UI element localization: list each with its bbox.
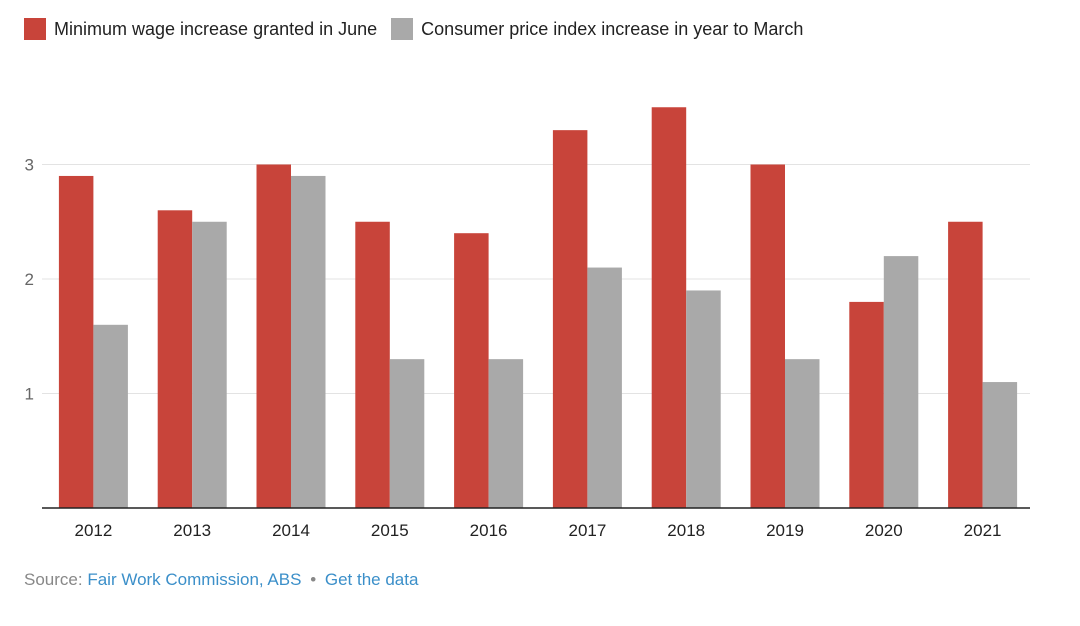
- bar-cpi-2019: [785, 359, 820, 508]
- bar-chart: 1 2 3 2012 2013 2014 2015 2016 2017 2018 2019 2020 2…: [25, 107, 1030, 540]
- x-tick-label-2018: 2018: [667, 521, 705, 540]
- bar-wage-2015: [355, 221, 390, 508]
- y-tick-label-3: 3: [25, 156, 34, 175]
- x-tick-label-2014: 2014: [272, 521, 310, 540]
- legend-item-cpi: Consumer price index increase in year to…: [391, 18, 803, 40]
- legend-swatch-cpi: [391, 18, 414, 40]
- source-separator: •: [310, 570, 317, 589]
- bar-cpi-2014: [291, 175, 326, 508]
- x-tick-label-2016: 2016: [470, 521, 508, 540]
- legend-label-wage: Minimum wage increase granted in June: [54, 18, 378, 39]
- x-tick-label-2019: 2019: [766, 521, 804, 540]
- bar-wage-2016: [454, 233, 489, 508]
- x-tick-label-2015: 2015: [371, 521, 409, 540]
- bar-cpi-2013: [192, 221, 227, 508]
- x-tick-label-2020: 2020: [865, 521, 903, 540]
- get-the-data-link[interactable]: Get the data: [324, 570, 419, 589]
- y-tick-label-2: 2: [25, 270, 34, 289]
- legend-swatch-wage: [24, 18, 46, 40]
- bar-cpi-2018: [686, 290, 721, 508]
- bar-wage-2019: [750, 164, 785, 508]
- bar-cpi-2021: [982, 382, 1018, 508]
- x-tick-label-2021: 2021: [964, 521, 1002, 540]
- bar-wage-2013: [157, 210, 193, 509]
- bar-cpi-2020: [883, 256, 919, 508]
- legend-label-cpi: Consumer price index increase in year to…: [421, 18, 804, 39]
- source-line: Source: Fair Work Commission, ABS • Get …: [24, 570, 418, 590]
- bar-wage-2014: [256, 164, 291, 508]
- source-link-fwc-abs[interactable]: Fair Work Commission, ABS: [87, 570, 302, 589]
- x-tick-label-2017: 2017: [568, 521, 606, 540]
- bar-cpi-2015: [389, 359, 425, 508]
- bar-wage-2012: [58, 175, 94, 508]
- bar-cpi-2016: [488, 359, 524, 508]
- legend-item-wage: Minimum wage increase granted in June: [24, 18, 377, 40]
- bar-wage-2018: [651, 107, 687, 508]
- y-tick-label-1: 1: [25, 385, 34, 404]
- legend: Minimum wage increase granted in June Co…: [24, 18, 817, 40]
- bar-wage-2021: [948, 221, 983, 508]
- x-tick-label-2013: 2013: [173, 521, 211, 540]
- bar-cpi-2012: [93, 324, 128, 508]
- source-prefix: Source:: [24, 570, 83, 589]
- bar-wage-2020: [849, 301, 884, 508]
- x-tick-label-2012: 2012: [74, 521, 112, 540]
- bar-wage-2017: [552, 130, 588, 508]
- bar-cpi-2017: [587, 267, 622, 508]
